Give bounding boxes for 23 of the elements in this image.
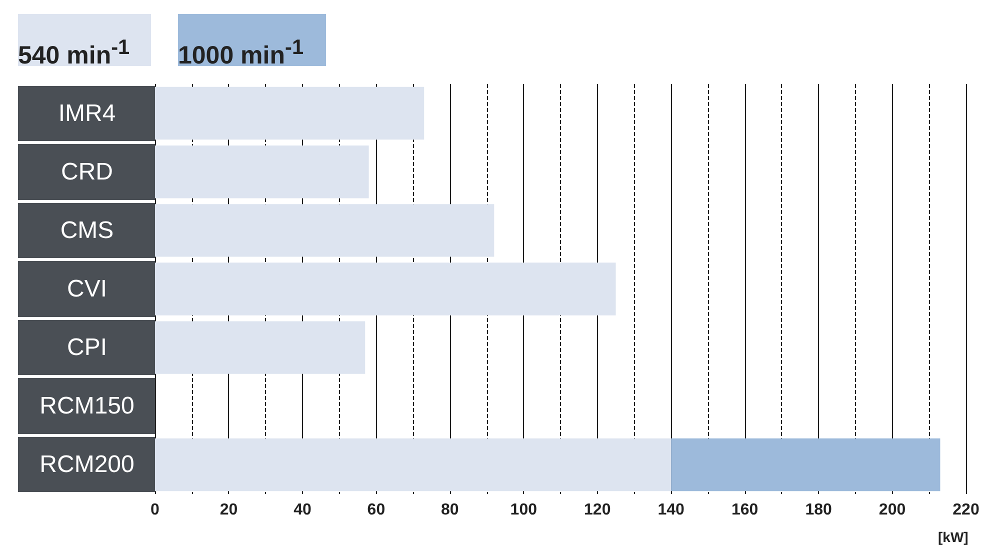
x-tick-label: 40	[294, 502, 312, 518]
y-tick-label: CPI	[66, 334, 108, 362]
y-tick-label: CMS	[60, 216, 114, 244]
x-tick-label: 120	[584, 502, 611, 518]
x-tick-label: 140	[658, 502, 685, 518]
x-axis-title: [kW]	[938, 529, 968, 545]
y-tick-label: CVI	[66, 276, 108, 302]
text: 1000 min$^{-1}$	[178, 36, 304, 70]
y-tick-label: IMR4	[58, 100, 116, 127]
series-label: 540 min$^{-1}$	[18, 36, 130, 70]
y-tick-label: CRD	[61, 158, 113, 186]
x-tick-label: 160	[731, 502, 758, 518]
x-tick-label: 80	[441, 502, 459, 518]
x-tick-label: 100	[510, 502, 538, 518]
x-tick-label: 200	[878, 502, 906, 518]
x-tick-label: 220	[952, 502, 980, 518]
x-tick-label: 0	[150, 502, 160, 518]
x-tick-label: 180	[805, 502, 832, 518]
y-tick-label: RCM200	[40, 451, 134, 478]
x-tick-label: 20	[220, 502, 238, 518]
x-tick-label: 60	[367, 502, 386, 518]
y-tick-label: RCM150	[40, 392, 134, 420]
bar	[671, 438, 940, 492]
